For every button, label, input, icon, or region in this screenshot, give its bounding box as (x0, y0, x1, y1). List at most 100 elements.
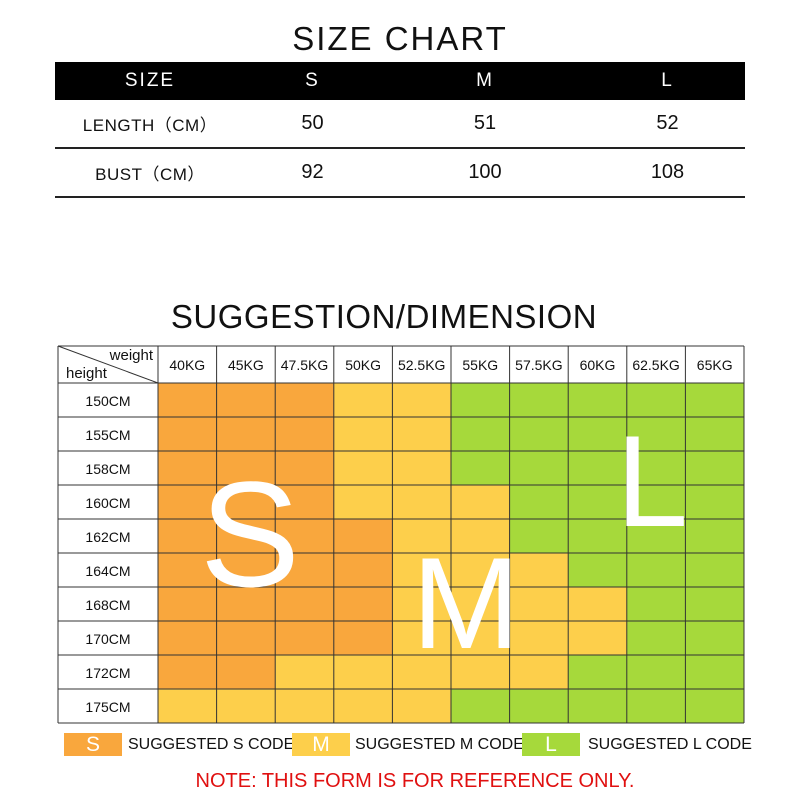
weight-header: 50KG (345, 357, 381, 373)
size-chart-table: SIZE S M L LENGTH（CM） 50 51 52 BUST（CM） … (55, 62, 745, 198)
size-cell-s (216, 553, 276, 587)
size-cell-s (158, 485, 217, 519)
size-cell-m (568, 587, 627, 621)
size-cell-s (216, 485, 276, 519)
size-cell-m (333, 451, 393, 485)
size-cell-l (626, 553, 686, 587)
size-cell-s (275, 621, 334, 655)
big-letter-m: M (412, 530, 520, 676)
size-cell-s (216, 655, 276, 689)
size-cell-l (626, 689, 686, 723)
size-cell-l (626, 621, 686, 655)
size-cell-m (451, 621, 510, 655)
size-cell: 51 (473, 112, 497, 134)
size-cell-m (275, 689, 334, 723)
reference-note: NOTE: THIS FORM IS FOR REFERENCE ONLY. (195, 770, 635, 792)
legend-swatch-l: L (522, 733, 580, 756)
legend-label-s: SUGGESTED S CODE (128, 736, 295, 753)
size-cell-m (333, 383, 393, 417)
legend-swatch-s: S (64, 733, 122, 756)
size-cell-l (626, 485, 686, 519)
big-letter-l: L (616, 408, 688, 554)
height-label: 172CM (85, 665, 130, 681)
size-cell-l (626, 519, 686, 553)
size-cell-l (509, 451, 569, 485)
size-cell-s (333, 553, 393, 587)
size-cell-m (451, 519, 510, 553)
size-cell-m (392, 553, 451, 587)
size-cell-m (333, 655, 393, 689)
corner-diagonal (57, 345, 159, 384)
size-cell-m (509, 553, 569, 587)
height-label: 175CM (85, 699, 130, 715)
size-cell-s (333, 621, 393, 655)
weight-header: 45KG (228, 357, 264, 373)
size-cell: 108 (650, 161, 685, 183)
size-cell-l (626, 587, 686, 621)
height-label: 150CM (85, 393, 130, 409)
weight-header: 57.5KG (515, 357, 562, 373)
size-chart-title: SIZE CHART (292, 20, 508, 57)
size-cell-s (275, 417, 334, 451)
size-cell-l (568, 553, 627, 587)
size-cell-m (451, 655, 510, 689)
size-cell-m (333, 689, 393, 723)
suggestion-title: SUGGESTION/DIMENSION (170, 298, 598, 335)
size-cell-l (568, 485, 627, 519)
size-cell-m (509, 621, 569, 655)
size-row-bust: BUST（CM） 92 100 108 (55, 149, 745, 198)
legend-label-m: SUGGESTED M CODE (355, 736, 524, 753)
size-cell-s (216, 519, 276, 553)
size-cell-s (216, 587, 276, 621)
size-cell-l (685, 417, 744, 451)
size-cell-m (392, 655, 451, 689)
size-header-label: SIZE (124, 70, 176, 91)
size-cell-s (158, 587, 217, 621)
height-label: 160CM (85, 495, 130, 511)
size-cell-m (392, 519, 451, 553)
size-cell-l (509, 485, 569, 519)
size-cell-l (568, 417, 627, 451)
weight-header: 65KG (697, 357, 733, 373)
size-cell-s (333, 587, 393, 621)
size-cell-m (158, 689, 217, 723)
corner-height-label: height (66, 365, 108, 382)
size-cell-l (685, 485, 744, 519)
size-cell-s (158, 451, 217, 485)
size-cell-l (626, 383, 686, 417)
size-cell-s (216, 621, 276, 655)
size-cell-m (333, 417, 393, 451)
size-cell-l (685, 383, 744, 417)
size-cell-s (275, 553, 334, 587)
size-cell-l (626, 655, 686, 689)
size-cell-l (568, 519, 627, 553)
size-cell-s (275, 519, 334, 553)
size-row-length: LENGTH（CM） 50 51 52 (55, 100, 745, 149)
size-cell-m (568, 621, 627, 655)
size-cell-m (392, 383, 451, 417)
size-chart-header: SIZE S M L (55, 62, 745, 100)
size-cell-l (685, 587, 744, 621)
size-cell-s (158, 383, 217, 417)
size-cell-m (392, 621, 451, 655)
weight-header: 47.5KG (281, 357, 328, 373)
legend-label-l: SUGGESTED L CODE (588, 736, 752, 753)
size-cell-l (626, 451, 686, 485)
height-label: 170CM (85, 631, 130, 647)
size-cell-m (333, 485, 393, 519)
size-cell: 52 (656, 112, 679, 134)
size-cell: 50 (301, 112, 324, 134)
size-cell-m (216, 689, 276, 723)
size-cell-s (158, 417, 217, 451)
size-cell-s (158, 621, 217, 655)
size-cell-s (216, 417, 276, 451)
height-label: 162CM (85, 529, 130, 545)
size-header-l: L (661, 70, 674, 91)
size-cell-s (275, 383, 334, 417)
size-cell-l (568, 383, 627, 417)
size-cell-l (451, 689, 510, 723)
size-cell-m (509, 587, 569, 621)
size-cell-l (685, 451, 744, 485)
size-row-label: LENGTH（CM） (82, 116, 218, 135)
size-header-s: S (305, 70, 320, 91)
